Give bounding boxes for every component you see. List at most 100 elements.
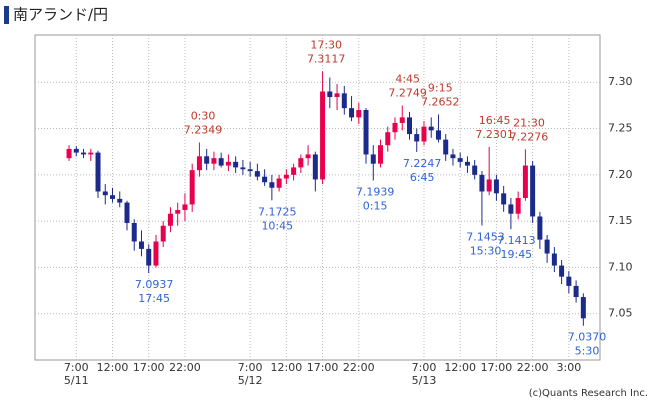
candle-body bbox=[233, 161, 239, 168]
annotation-price: 7.1725 bbox=[258, 205, 297, 218]
chart-title: 南アランド/円 bbox=[13, 6, 108, 24]
candle-body bbox=[146, 248, 152, 266]
candle-body bbox=[167, 213, 173, 226]
candle-body bbox=[81, 152, 87, 155]
annotation-price: 7.2247 bbox=[403, 157, 442, 170]
annotation-time: 0:15 bbox=[363, 199, 388, 212]
y-tick-label: 7.25 bbox=[608, 122, 633, 135]
plot-frame bbox=[34, 34, 601, 361]
annotation-price: 7.1413 bbox=[497, 234, 536, 247]
candle-body bbox=[479, 174, 485, 192]
annotation-time: 16:45 bbox=[479, 114, 511, 127]
annotation-price: 7.0937 bbox=[135, 278, 174, 291]
candle-body bbox=[580, 297, 586, 319]
annotation-time: 9:15 bbox=[428, 81, 453, 94]
x-tick-label: 7:00 bbox=[64, 361, 89, 374]
candle-body bbox=[204, 156, 210, 164]
candle-body bbox=[334, 93, 340, 98]
x-date-label: 5/11 bbox=[64, 374, 89, 387]
candle-body bbox=[276, 178, 282, 188]
candle-body bbox=[378, 145, 384, 164]
candle-body bbox=[486, 179, 492, 192]
candle-body bbox=[269, 182, 275, 188]
candle-body bbox=[131, 222, 137, 242]
candle-body bbox=[262, 176, 268, 183]
annotation-time: 21:30 bbox=[513, 116, 545, 129]
annotation-price: 7.1939 bbox=[356, 185, 395, 198]
candle-body bbox=[406, 117, 412, 135]
y-tick-label: 7.15 bbox=[608, 214, 633, 227]
candle-body bbox=[370, 154, 376, 164]
candle-body bbox=[493, 179, 499, 194]
candle-body bbox=[464, 161, 470, 166]
title-marker bbox=[4, 6, 9, 24]
candle-body bbox=[508, 204, 514, 214]
candle-body bbox=[102, 191, 108, 196]
annotation-time: 15:30 bbox=[470, 244, 502, 257]
x-tick-label: 7:00 bbox=[412, 361, 437, 374]
candle-body bbox=[341, 93, 347, 109]
candle-body bbox=[211, 158, 217, 164]
candle-body bbox=[443, 139, 449, 155]
y-tick-label: 7.10 bbox=[608, 260, 633, 273]
annotation-price: 7.2301 bbox=[475, 128, 514, 141]
candle-body bbox=[247, 169, 253, 172]
candle-body bbox=[399, 117, 405, 123]
candle-body bbox=[305, 154, 311, 159]
y-tick-label: 7.30 bbox=[608, 75, 633, 88]
candle-body bbox=[472, 165, 478, 175]
copyright: (c)Quants Research Inc. bbox=[529, 388, 648, 399]
candle-body bbox=[320, 91, 326, 180]
candle-body bbox=[254, 171, 260, 177]
candle-body bbox=[551, 253, 557, 266]
candle-body bbox=[501, 193, 507, 205]
candle-body bbox=[428, 126, 434, 131]
candle-body bbox=[573, 285, 579, 298]
annotation-time: 17:30 bbox=[310, 38, 342, 51]
candle-body bbox=[218, 158, 224, 166]
x-tick-label: 22:00 bbox=[343, 361, 375, 374]
candle-body bbox=[153, 241, 159, 266]
y-tick-label: 7.20 bbox=[608, 168, 633, 181]
candle-body bbox=[537, 216, 543, 240]
candle-body bbox=[182, 204, 188, 210]
annotation-price: 7.2652 bbox=[421, 95, 460, 108]
annotation-price: 7.0370 bbox=[568, 331, 607, 344]
x-tick-label: 12:00 bbox=[444, 361, 476, 374]
annotation-time: 0:30 bbox=[191, 110, 216, 123]
candle-body bbox=[392, 122, 398, 133]
annotation-time: 19:45 bbox=[500, 248, 532, 261]
annotation-time: 6:45 bbox=[410, 171, 435, 184]
candle-body bbox=[559, 265, 565, 277]
candle-body bbox=[421, 126, 427, 142]
x-tick-label: 12:00 bbox=[271, 361, 303, 374]
annotation-time: 10:45 bbox=[261, 219, 293, 232]
annotation-price: 7.3117 bbox=[307, 52, 346, 65]
annotation-price: 7.2749 bbox=[388, 86, 427, 99]
candle-body bbox=[73, 148, 79, 153]
candle-body bbox=[95, 152, 101, 192]
x-tick-label: 7:00 bbox=[238, 361, 263, 374]
y-tick-label: 7.05 bbox=[608, 307, 633, 320]
candle-body bbox=[175, 210, 181, 214]
candle-body bbox=[291, 167, 297, 175]
candle-body bbox=[124, 202, 130, 223]
candle-body bbox=[327, 91, 333, 98]
x-tick-label: 22:00 bbox=[169, 361, 201, 374]
x-tick-label: 3:00 bbox=[557, 361, 582, 374]
x-tick-label: 12:00 bbox=[97, 361, 129, 374]
candle-body bbox=[298, 158, 304, 168]
candle-body bbox=[544, 239, 550, 254]
annotation-price: 7.1453 bbox=[466, 230, 505, 243]
annotation-time: 17:45 bbox=[138, 292, 170, 305]
candle-body bbox=[385, 132, 391, 146]
annotation-price: 7.2349 bbox=[184, 124, 223, 137]
candle-body bbox=[88, 152, 94, 155]
annotation-price: 7.2276 bbox=[510, 130, 549, 143]
candle-body bbox=[160, 225, 166, 242]
x-tick-label: 17:00 bbox=[133, 361, 165, 374]
candle-body bbox=[457, 158, 463, 162]
candle-body bbox=[240, 167, 246, 170]
candle-body bbox=[435, 130, 441, 140]
candle-body bbox=[312, 154, 318, 180]
